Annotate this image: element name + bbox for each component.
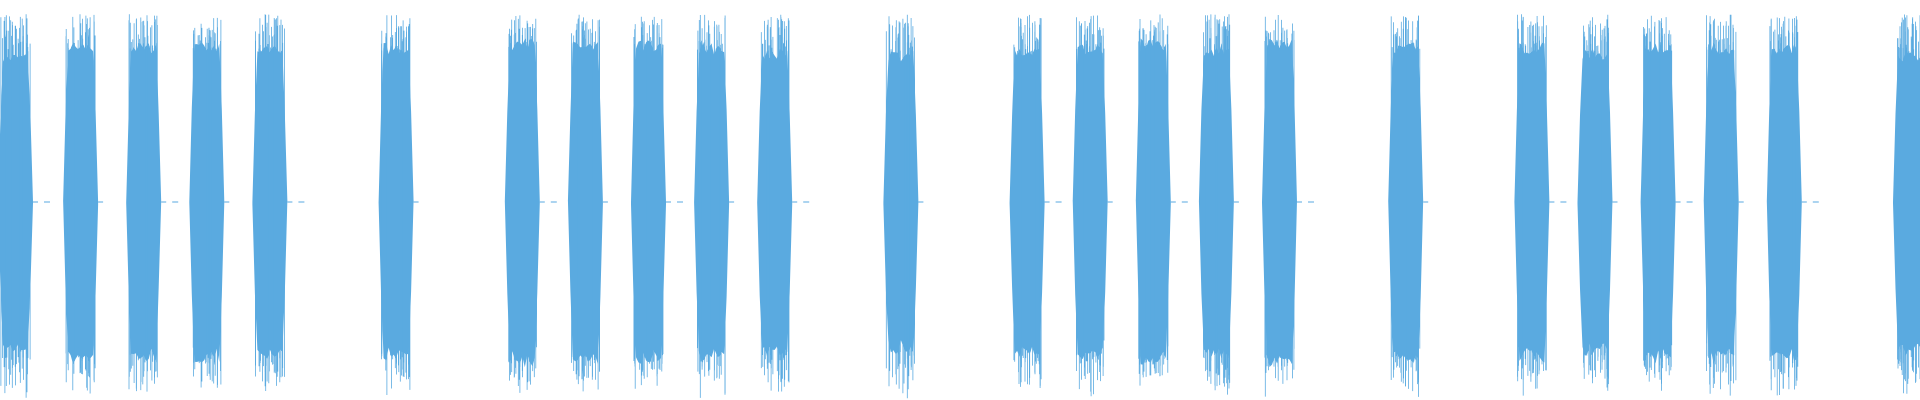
audio-burst	[1703, 14, 1744, 396]
audio-burst	[1766, 16, 1819, 396]
audio-burst	[757, 14, 810, 392]
audio-burst	[631, 16, 683, 389]
audio-burst	[1893, 14, 1920, 394]
audio-burst	[1577, 14, 1618, 391]
audio-burst	[1388, 15, 1429, 397]
audio-burst	[1072, 15, 1113, 397]
audio-burst	[1262, 15, 1314, 397]
audio-burst	[694, 14, 735, 398]
audio-burst	[1135, 14, 1188, 386]
audio-burst	[63, 14, 104, 394]
audio-burst	[1514, 14, 1567, 396]
audio-burst	[504, 15, 557, 393]
audio-burst	[189, 17, 230, 388]
burst-core	[252, 45, 288, 360]
audio-burst	[1009, 14, 1062, 388]
audio-burst	[252, 14, 305, 391]
audio-burst	[378, 15, 419, 395]
burst-core	[1514, 42, 1550, 363]
audio-burst	[0, 14, 50, 398]
audio-burst	[883, 14, 924, 399]
audio-burst	[1640, 15, 1693, 391]
audio-burst	[1198, 14, 1239, 395]
audio-burst	[126, 14, 179, 392]
audio-burst	[567, 14, 608, 392]
